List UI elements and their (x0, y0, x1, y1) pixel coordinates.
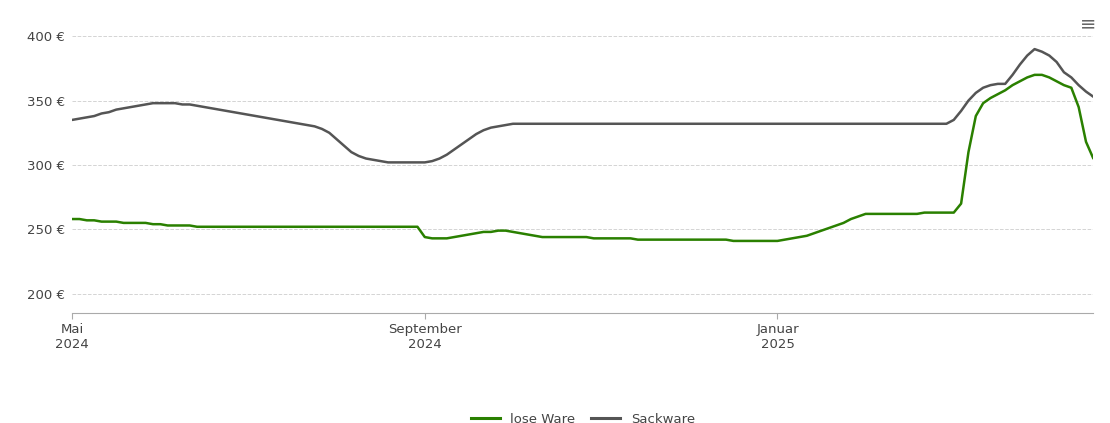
Legend: lose Ware, Sackware: lose Ware, Sackware (465, 407, 700, 423)
Text: ≡: ≡ (1080, 15, 1097, 34)
